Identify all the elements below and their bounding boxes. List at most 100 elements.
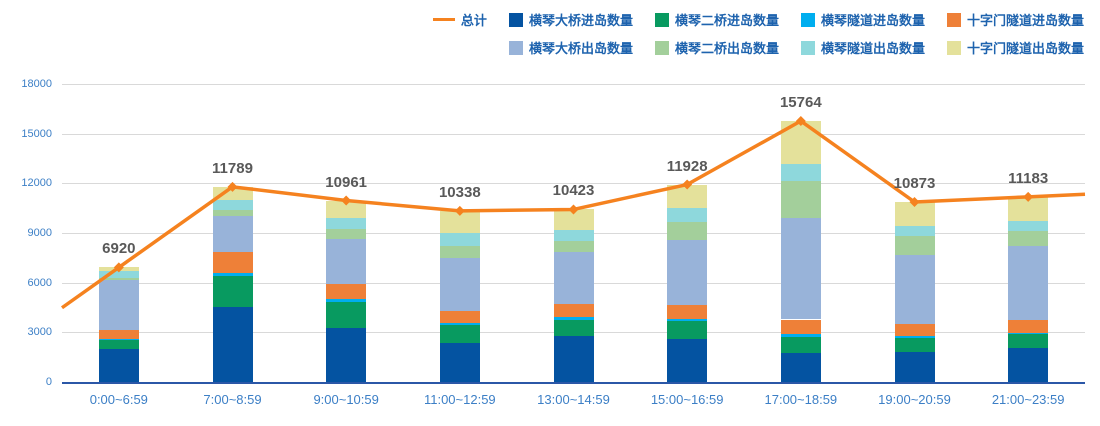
bar-segment-横琴二桥出岛数量[interactable]: [439, 245, 480, 258]
bar-segment-十字门隧道进岛数量[interactable]: [894, 324, 935, 337]
bar-segment-横琴隧道进岛数量[interactable]: [212, 273, 253, 276]
bar-segment-十字门隧道出岛数量[interactable]: [667, 184, 708, 209]
bar-segment-横琴隧道进岛数量[interactable]: [98, 338, 139, 340]
bar-segment-横琴隧道出岛数量[interactable]: [1008, 221, 1049, 231]
bar-segment-十字门隧道进岛数量[interactable]: [780, 319, 821, 334]
total-value-label: 11789: [212, 159, 253, 177]
gridline: [62, 133, 1085, 135]
legend-item-十字门隧道进岛数量[interactable]: 十字门隧道进岛数量: [946, 10, 1084, 29]
bar-segment-横琴大桥进岛数量[interactable]: [98, 349, 139, 382]
bar-segment-横琴二桥出岛数量[interactable]: [326, 229, 367, 239]
legend-item-横琴大桥出岛数量[interactable]: 横琴大桥出岛数量: [508, 38, 633, 57]
bar-segment-十字门隧道进岛数量[interactable]: [553, 303, 594, 318]
bar-segment-横琴二桥进岛数量[interactable]: [894, 338, 935, 352]
bar-segment-横琴大桥出岛数量[interactable]: [894, 255, 935, 325]
bar-segment-横琴隧道出岛数量[interactable]: [894, 225, 935, 236]
bar-segment-横琴隧道出岛数量[interactable]: [780, 164, 821, 181]
bar-segment-横琴大桥进岛数量[interactable]: [667, 339, 708, 382]
bar-segment-十字门隧道出岛数量[interactable]: [780, 121, 821, 165]
legend-item-横琴大桥进岛数量[interactable]: 横琴大桥进岛数量: [508, 10, 633, 29]
bar-segment-横琴隧道进岛数量[interactable]: [667, 318, 708, 321]
bar-segment-横琴大桥进岛数量[interactable]: [439, 342, 480, 382]
bar-segment-横琴隧道出岛数量[interactable]: [326, 218, 367, 230]
bar-segment-横琴隧道出岛数量[interactable]: [439, 233, 480, 246]
bar-segment-十字门隧道出岛数量[interactable]: [894, 201, 935, 226]
legend-item-横琴隧道进岛数量[interactable]: 横琴隧道进岛数量: [800, 10, 925, 29]
total-value-label: 15764: [779, 94, 822, 112]
bar-segment-横琴隧道进岛数量[interactable]: [326, 299, 367, 302]
bar-segment-横琴隧道出岛数量[interactable]: [667, 208, 708, 223]
bar-segment-横琴大桥进岛数量[interactable]: [212, 307, 253, 382]
bar-segment-横琴二桥出岛数量[interactable]: [1008, 230, 1049, 247]
legend-item-十字门隧道出岛数量[interactable]: 十字门隧道出岛数量: [946, 38, 1084, 57]
bar-segment-横琴大桥进岛数量[interactable]: [894, 351, 935, 382]
bar-segment-十字门隧道出岛数量[interactable]: [326, 200, 367, 219]
bar-segment-横琴二桥出岛数量[interactable]: [98, 278, 139, 281]
bar-segment-横琴大桥出岛数量[interactable]: [212, 216, 253, 252]
bar-segment-十字门隧道进岛数量[interactable]: [212, 251, 253, 274]
legend-item-横琴二桥出岛数量[interactable]: 横琴二桥出岛数量: [654, 38, 779, 57]
bar-segment-十字门隧道出岛数量[interactable]: [439, 210, 480, 234]
bar-segment-十字门隧道出岛数量[interactable]: [212, 186, 253, 201]
gridline: [62, 84, 1085, 85]
bar-segment-横琴大桥进岛数量[interactable]: [780, 352, 821, 382]
bar-segment-横琴二桥出岛数量[interactable]: [667, 222, 708, 240]
bar-segment-横琴隧道出岛数量[interactable]: [212, 200, 253, 211]
legend-color-swatch: [654, 12, 669, 27]
bar-segment-横琴二桥进岛数量[interactable]: [780, 337, 821, 353]
bar-segment-横琴隧道出岛数量[interactable]: [553, 229, 594, 241]
bar-segment-十字门隧道出岛数量[interactable]: [553, 209, 594, 230]
bar-segment-横琴大桥进岛数量[interactable]: [553, 336, 594, 382]
x-axis-tick-label: 17:00~18:59: [764, 392, 838, 407]
bar-segment-横琴大桥出岛数量[interactable]: [667, 239, 708, 305]
bar-segment-十字门隧道进岛数量[interactable]: [326, 284, 367, 300]
y-axis-tick-label: 3000: [27, 326, 52, 339]
legend-label: 横琴大桥出岛数量: [528, 41, 633, 56]
bar-segment-横琴二桥进岛数量[interactable]: [553, 320, 594, 337]
bar-segment-十字门隧道进岛数量[interactable]: [667, 304, 708, 319]
bar-segment-横琴大桥出岛数量[interactable]: [553, 252, 594, 304]
y-axis-tick-label: 12000: [21, 177, 52, 190]
bar-segment-横琴二桥进岛数量[interactable]: [212, 275, 253, 308]
bar-segment-横琴隧道进岛数量[interactable]: [439, 322, 480, 325]
bar-segment-横琴二桥出岛数量[interactable]: [780, 181, 821, 218]
bar-segment-横琴大桥出岛数量[interactable]: [780, 217, 821, 320]
bar-segment-横琴大桥出岛数量[interactable]: [326, 238, 367, 285]
bar-segment-横琴二桥进岛数量[interactable]: [667, 320, 708, 340]
total-value-label: 11183: [1008, 169, 1049, 187]
legend-item-横琴隧道出岛数量[interactable]: 横琴隧道出岛数量: [800, 38, 925, 57]
legend-item-横琴二桥进岛数量[interactable]: 横琴二桥进岛数量: [654, 10, 779, 29]
legend-item-总计[interactable]: 总计: [432, 10, 487, 29]
legend-label: 横琴隧道出岛数量: [820, 41, 925, 56]
bar-segment-横琴二桥进岛数量[interactable]: [439, 324, 480, 343]
x-axis-tick-label: 11:00~12:59: [423, 392, 496, 407]
bar-segment-横琴大桥出岛数量[interactable]: [98, 280, 139, 331]
bar-segment-横琴二桥出岛数量[interactable]: [553, 240, 594, 253]
bar-segment-十字门隧道进岛数量[interactable]: [1008, 320, 1049, 333]
bar-segment-十字门隧道出岛数量[interactable]: [1008, 196, 1049, 222]
bar-segment-十字门隧道进岛数量[interactable]: [98, 330, 139, 339]
legend-color-swatch: [800, 12, 815, 27]
bar-segment-横琴二桥进岛数量[interactable]: [98, 339, 139, 350]
bar-segment-横琴大桥进岛数量[interactable]: [1008, 348, 1049, 382]
chart-legend: 总计 横琴大桥进岛数量 横琴二桥进岛数量 横琴隧道进岛数量 十字门隧道进岛数量横琴大桥出…: [432, 10, 1084, 57]
bar-segment-横琴大桥出岛数量[interactable]: [1008, 246, 1049, 321]
bar-segment-横琴二桥进岛数量[interactable]: [1008, 333, 1049, 349]
bar-segment-横琴隧道出岛数量[interactable]: [98, 270, 139, 279]
bar-segment-横琴隧道进岛数量[interactable]: [1008, 332, 1049, 334]
bar-segment-横琴隧道进岛数量[interactable]: [894, 336, 935, 339]
bar-segment-横琴大桥出岛数量[interactable]: [439, 257, 480, 311]
x-axis-tick-label: 0:00~6:59: [89, 392, 148, 407]
bar-segment-十字门隧道出岛数量[interactable]: [98, 267, 139, 271]
bar-segment-横琴隧道进岛数量[interactable]: [553, 317, 594, 321]
x-axis-tick-label: 7:00~8:59: [203, 392, 262, 407]
bar-segment-横琴隧道进岛数量[interactable]: [780, 333, 821, 338]
total-value-label: 10338: [438, 183, 481, 201]
y-axis-tick-label: 15000: [21, 127, 52, 140]
bar-segment-十字门隧道进岛数量[interactable]: [439, 310, 480, 323]
bar-segment-横琴二桥进岛数量[interactable]: [326, 301, 367, 328]
bar-segment-横琴二桥出岛数量[interactable]: [212, 210, 253, 217]
bar-segment-横琴二桥出岛数量[interactable]: [894, 235, 935, 256]
bar-segment-横琴大桥进岛数量[interactable]: [326, 327, 367, 382]
y-axis-tick-label: 6000: [27, 276, 52, 289]
